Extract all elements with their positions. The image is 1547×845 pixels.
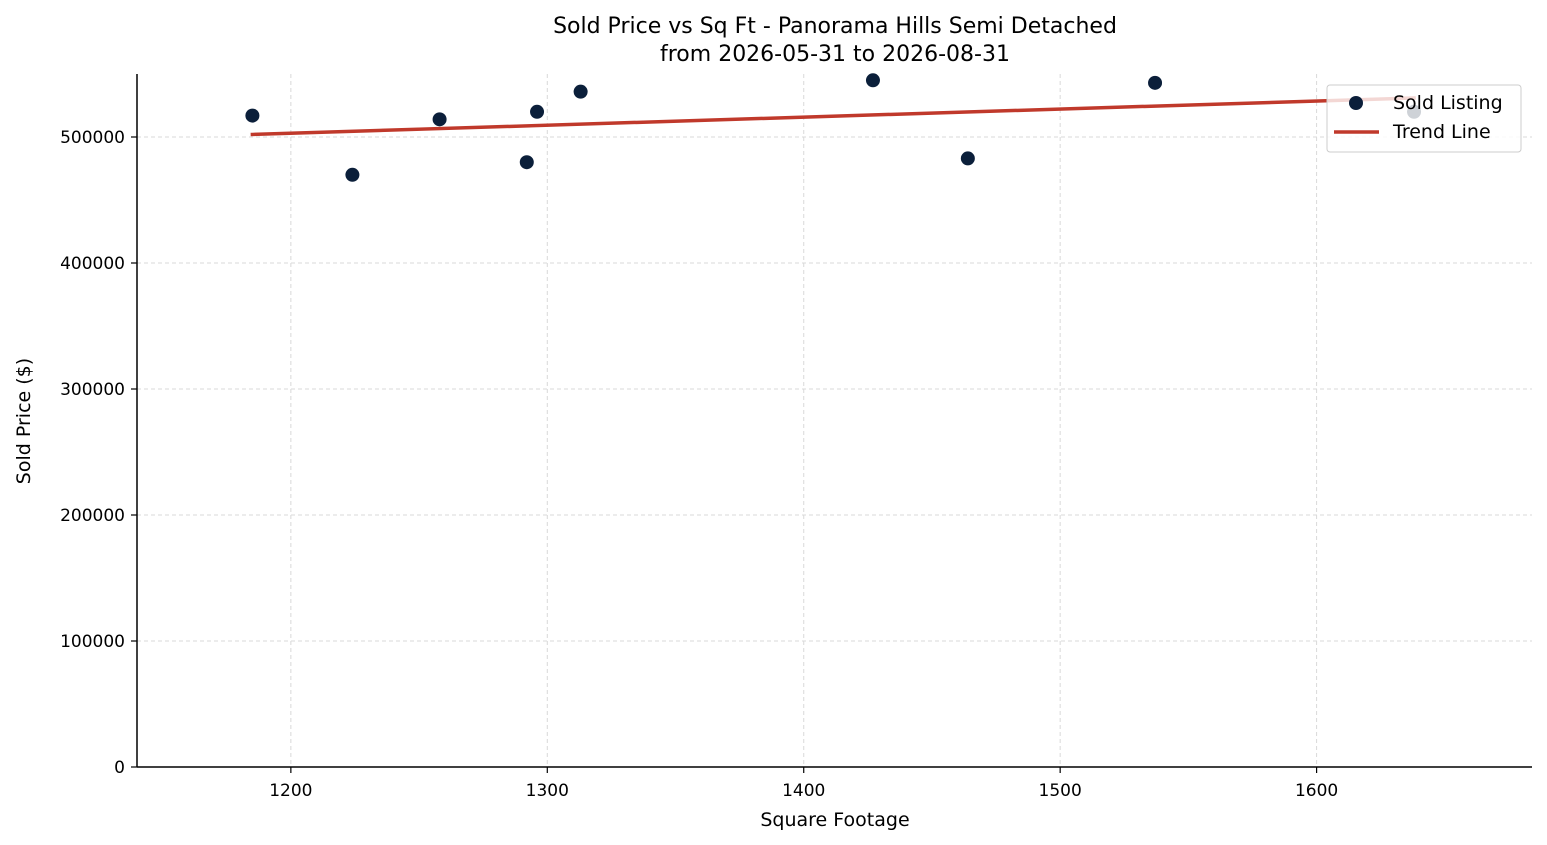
data-point <box>1148 75 1163 90</box>
trend-line-layer <box>250 96 1416 137</box>
y-axis-label: Sold Price ($) <box>13 358 35 484</box>
x-tick-label: 1300 <box>526 781 569 801</box>
x-tick-label: 1400 <box>782 781 825 801</box>
axes: 1200 1300 1400 1500 1600 0 100000 200000 300000 4… <box>60 74 1532 801</box>
y-tick-label: 500000 <box>60 128 125 148</box>
data-point <box>519 155 534 170</box>
y-tick-label: 100000 <box>60 632 125 652</box>
data-point <box>530 104 545 119</box>
x-axis-label: Square Footage <box>760 809 909 831</box>
legend-marker-sold-listing <box>1349 96 1363 110</box>
data-point <box>345 167 360 182</box>
data-point <box>245 108 260 123</box>
x-tick-label: 1500 <box>1039 781 1082 801</box>
legend-box <box>1326 84 1522 153</box>
data-point <box>865 73 880 88</box>
y-tick-label: 400000 <box>60 254 125 274</box>
y-tick-label: 300000 <box>60 380 125 400</box>
x-tick-label: 1600 <box>1295 781 1338 801</box>
grid <box>137 74 1532 767</box>
data-point <box>573 84 588 99</box>
chart-subtitle: from 2026-05-31 to 2026-08-31 <box>660 42 1010 67</box>
x-tick-label: 1200 <box>269 781 312 801</box>
y-tick-label: 0 <box>114 758 125 778</box>
legend: Sold Listing Trend Line <box>1326 84 1522 153</box>
data-point <box>432 112 447 127</box>
y-tick-label: 200000 <box>60 506 125 526</box>
trend-line <box>250 96 1416 137</box>
legend-label-trend-line: Trend Line <box>1392 121 1491 143</box>
legend-label-sold-listing: Sold Listing <box>1393 92 1503 114</box>
data-point <box>960 151 975 166</box>
chart-title: Sold Price vs Sq Ft - Panorama Hills Sem… <box>553 14 1117 39</box>
